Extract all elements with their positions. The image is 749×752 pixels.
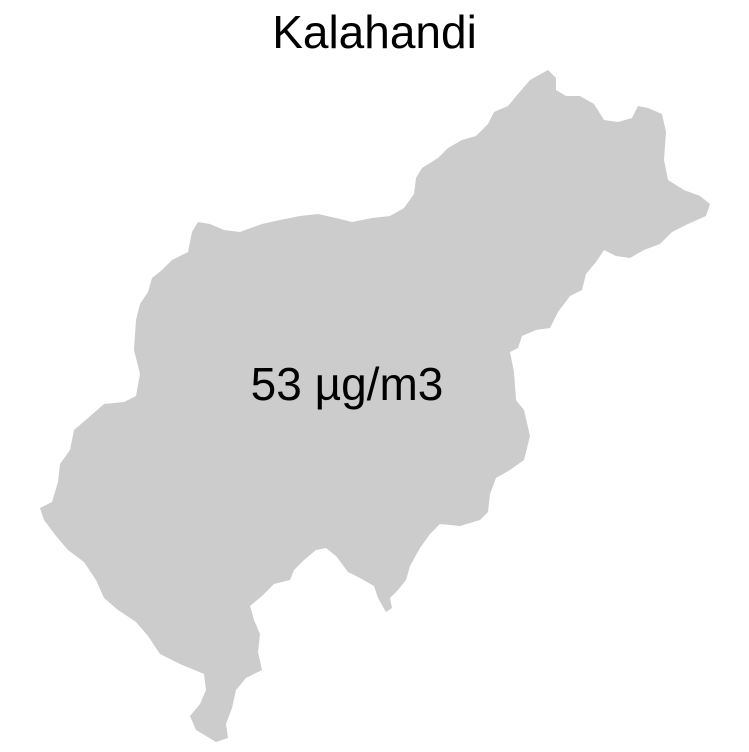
map-title: Kalahandi: [272, 6, 477, 58]
pollution-value-label: 53 µg/m3: [250, 358, 444, 410]
district-region-kalahandi: [40, 70, 710, 742]
